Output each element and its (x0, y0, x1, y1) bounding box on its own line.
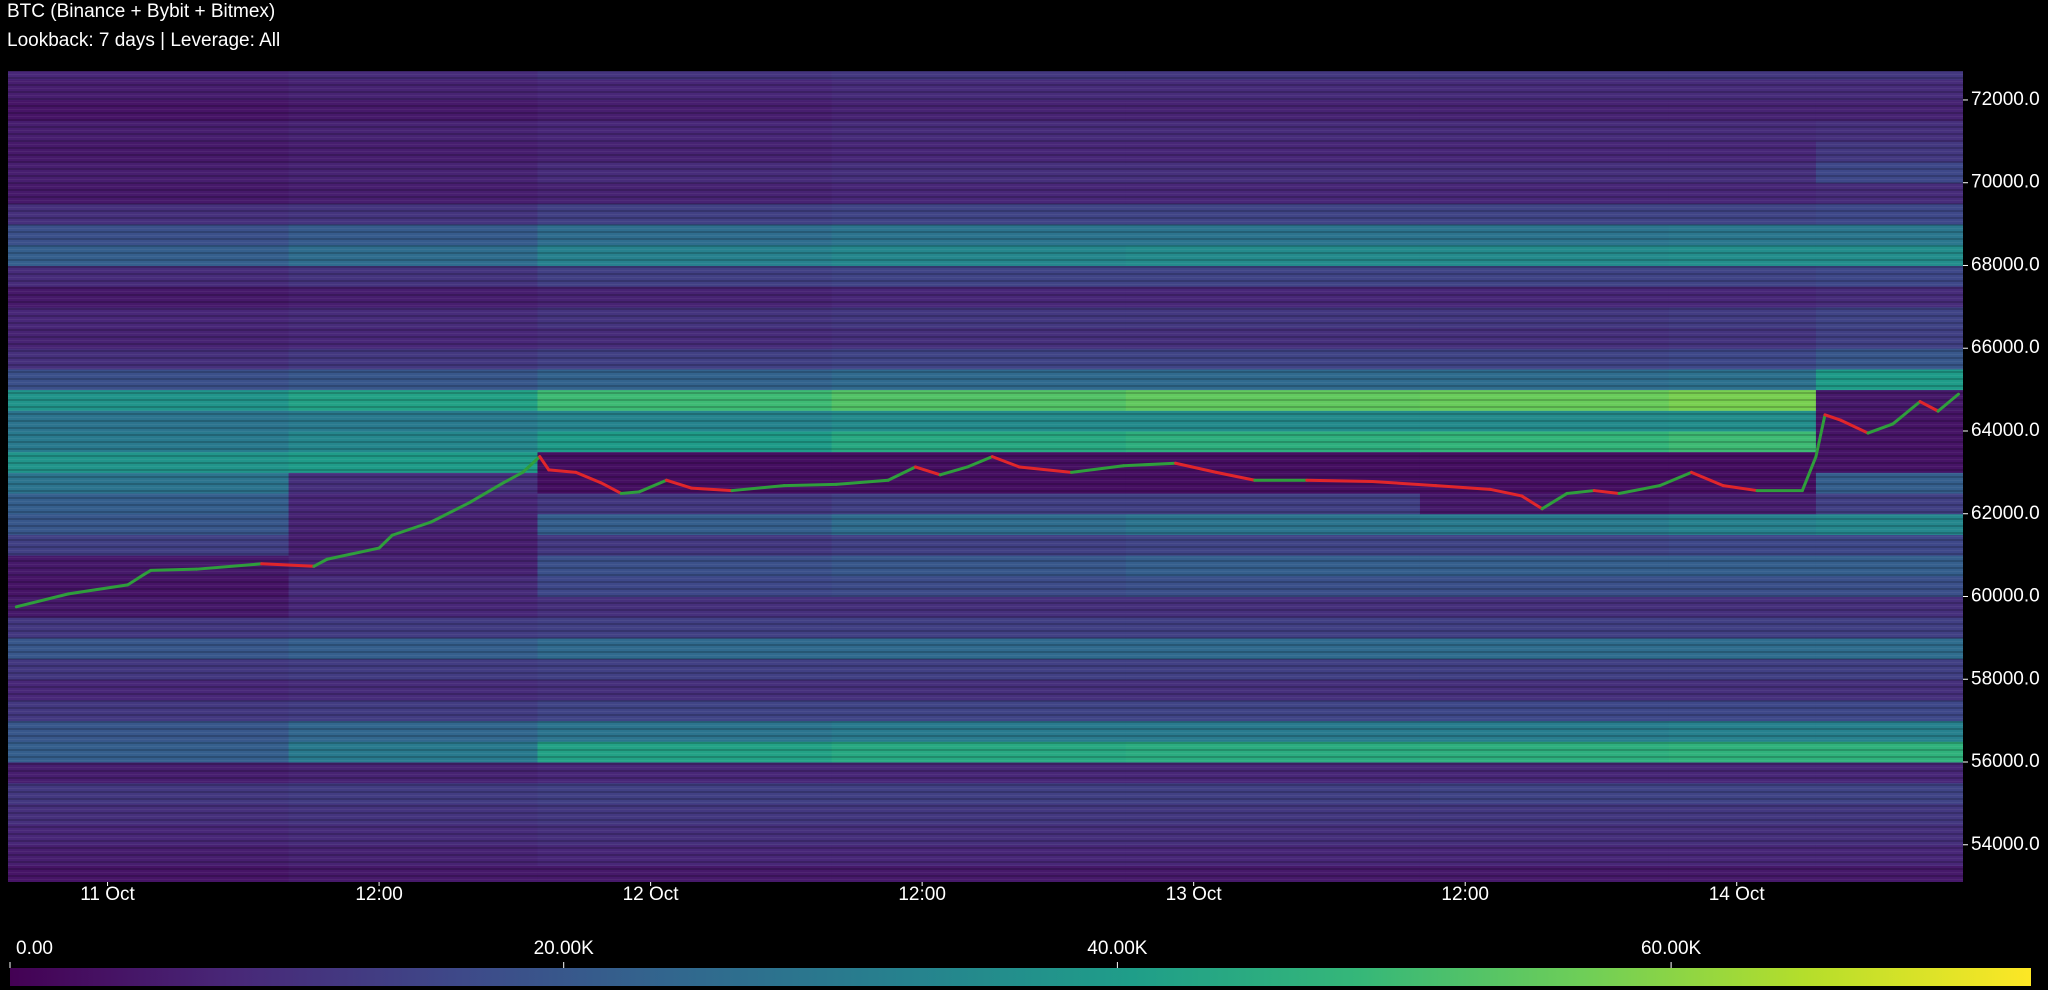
price-segment (619, 490, 641, 495)
price-segment (521, 455, 542, 474)
price-segment (429, 501, 472, 524)
price-segment (1800, 455, 1818, 493)
y-tick-label: 70000.0 (1971, 172, 2040, 193)
x-tick-label: 12:00 (355, 884, 403, 905)
price-segment (574, 470, 603, 485)
colorbar-tick-label: 60.00K (1641, 938, 1702, 959)
heatmap-texture (8, 71, 1963, 882)
price-segment (1520, 494, 1544, 511)
price-segment (664, 478, 693, 490)
y-tick-label: 64000.0 (1971, 420, 2040, 441)
price-segment (1823, 413, 1843, 422)
price-segment (260, 562, 316, 568)
price-line (14, 392, 1960, 609)
price-segment (149, 567, 198, 572)
price-segment (637, 478, 668, 494)
price-segment (1617, 484, 1662, 495)
price-segment (1122, 461, 1178, 468)
price-segment (66, 583, 130, 596)
colorbar-tick-label: 0.00 (16, 938, 53, 959)
price-segment (194, 562, 264, 571)
colorbar-tick-label: 20.00K (534, 938, 595, 959)
price-segment (1017, 465, 1073, 474)
price-segment (377, 533, 394, 550)
price-segment (1214, 470, 1257, 482)
y-tick-label: 56000.0 (1971, 751, 2040, 772)
y-tick-label: 54000.0 (1971, 834, 2040, 855)
price-segment (1488, 487, 1524, 498)
x-tick-label: 11 Oct (80, 884, 135, 905)
price-segment (1565, 489, 1596, 495)
price-segment (938, 465, 969, 477)
price-segment (1434, 484, 1492, 491)
y-tick-label: 58000.0 (1971, 668, 2040, 689)
price-segment (1891, 400, 1922, 426)
price-segment (1814, 413, 1827, 459)
x-tick-label: 14 Oct (1709, 884, 1766, 905)
price-segment (1174, 461, 1218, 474)
x-tick-label: 12 Oct (623, 884, 680, 905)
price-segment (502, 470, 525, 485)
price-segment (730, 484, 786, 493)
price-segment (990, 455, 1021, 469)
colorbar (10, 968, 2031, 986)
price-segment (1866, 422, 1895, 435)
price-segment (689, 486, 734, 493)
price-segment (599, 481, 623, 495)
axes: 54000.0 56000.0 58000.0 60000.0 62000.0 64000… (80, 89, 2039, 905)
chart-title: BTC (Binance + Bybit + Bitmex) (7, 1, 275, 22)
price-segment (1305, 478, 1374, 483)
colorbar-tick-label: 40.00K (1087, 938, 1148, 959)
y-tick-label: 68000.0 (1971, 254, 2040, 275)
price-segment (913, 465, 942, 477)
price-segment (547, 468, 578, 474)
y-tick-label: 60000.0 (1971, 586, 2040, 607)
price-segment (1839, 418, 1870, 435)
price-segment (834, 478, 890, 486)
price-segment (1658, 470, 1693, 488)
price-segment (1069, 464, 1126, 474)
x-tick-label: 12:00 (898, 884, 946, 905)
price-segment (886, 465, 917, 482)
price-segment (1540, 491, 1569, 511)
price-segment (1721, 484, 1759, 493)
y-tick-label: 62000.0 (1971, 503, 2040, 524)
price-segment (468, 481, 506, 505)
price-segment (1370, 479, 1438, 488)
price-segment (325, 546, 381, 561)
x-tick-label: 12:00 (1441, 884, 1489, 905)
price-segment (390, 520, 433, 537)
y-tick-label: 72000.0 (1971, 89, 2040, 110)
x-tick-label: 13 Oct (1166, 884, 1223, 905)
chart-subtitle: Lookback: 7 days | Leverage: All (7, 30, 280, 51)
price-segment (538, 455, 551, 472)
price-segment (126, 572, 146, 587)
price-segment (1689, 470, 1725, 488)
price-segment (965, 455, 994, 469)
price-segment (1592, 489, 1621, 495)
price-segment (782, 482, 838, 488)
y-tick-label: 66000.0 (1971, 337, 2040, 358)
price-segment (14, 592, 70, 609)
price-segment (1936, 392, 1960, 413)
price-segment (312, 557, 329, 568)
price-segment (1918, 400, 1940, 413)
